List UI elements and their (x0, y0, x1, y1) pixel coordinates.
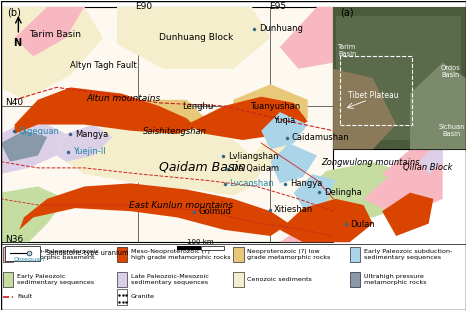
Text: (a): (a) (340, 7, 354, 17)
Text: Fault: Fault (17, 295, 32, 299)
Text: N36: N36 (5, 235, 24, 244)
Bar (5, 246, 40, 261)
Text: Granite: Granite (131, 295, 155, 299)
Text: Hangya: Hangya (290, 179, 322, 188)
Text: Tibet Plateau: Tibet Plateau (347, 91, 398, 100)
Text: Da Qaidam: Da Qaidam (232, 164, 279, 173)
Polygon shape (233, 84, 308, 131)
Text: Dunhuang: Dunhuang (259, 24, 303, 33)
Polygon shape (364, 165, 443, 217)
Text: E90: E90 (136, 2, 153, 12)
Bar (0, 244, 466, 310)
Bar (3, 247, 13, 262)
Polygon shape (15, 7, 84, 56)
Text: Qigequan: Qigequan (14, 257, 45, 262)
Text: Altyn Tagh Fault: Altyn Tagh Fault (71, 61, 137, 70)
Bar (340, 56, 412, 124)
Text: Zongwulong mountains: Zongwulong mountains (321, 158, 419, 167)
Bar (117, 289, 127, 305)
Polygon shape (294, 174, 336, 208)
Bar (233, 247, 244, 262)
Text: Tarim
Basin: Tarim Basin (338, 44, 356, 57)
Polygon shape (0, 187, 66, 242)
Polygon shape (117, 7, 271, 69)
Text: Dunhuang Block: Dunhuang Block (159, 33, 233, 42)
Text: Sandstone-type uranium: Sandstone-type uranium (46, 250, 129, 256)
Bar (177, 246, 201, 250)
Text: Neoproterozoic (?) low
grade metamorphic rocks: Neoproterozoic (?) low grade metamorphic… (247, 249, 330, 260)
Polygon shape (0, 131, 47, 162)
Text: 100 km: 100 km (187, 239, 214, 245)
Bar (117, 247, 127, 262)
Text: Mangya: Mangya (75, 130, 109, 139)
Polygon shape (333, 69, 396, 149)
Polygon shape (56, 124, 112, 162)
Text: Dulan: Dulan (350, 220, 375, 229)
Bar (333, 7, 466, 149)
Polygon shape (333, 112, 443, 140)
Text: Xitieshan: Xitieshan (274, 205, 313, 214)
Polygon shape (280, 211, 364, 242)
Text: (b): (b) (7, 7, 21, 17)
Polygon shape (66, 118, 261, 196)
Text: Yuqia: Yuqia (273, 116, 295, 125)
Text: N40: N40 (5, 98, 24, 107)
Polygon shape (382, 193, 433, 236)
Text: Saishitengshan: Saishitengshan (143, 127, 207, 136)
Text: Lvcaoshan: Lvcaoshan (229, 179, 274, 188)
Polygon shape (0, 7, 103, 100)
Polygon shape (419, 137, 443, 174)
Bar (233, 272, 244, 287)
Text: Tarim Basin: Tarim Basin (28, 30, 81, 39)
Polygon shape (410, 63, 466, 149)
Polygon shape (280, 199, 373, 242)
Text: Ultrahigh pressure
metamorphic rocks: Ultrahigh pressure metamorphic rocks (364, 274, 426, 285)
Polygon shape (15, 87, 196, 134)
Text: E95: E95 (270, 2, 287, 12)
Bar (117, 272, 127, 287)
Text: N: N (13, 38, 21, 48)
Text: Lvliangshan: Lvliangshan (228, 152, 278, 160)
Text: Cenozoic sediments: Cenozoic sediments (247, 277, 312, 282)
Polygon shape (103, 100, 205, 124)
Text: Altun mountains: Altun mountains (87, 94, 161, 103)
Polygon shape (280, 7, 333, 69)
Polygon shape (0, 124, 66, 174)
Text: Caidamushan: Caidamushan (292, 133, 349, 142)
Text: Meso-Neoproterozoic (?)
high grade metamorphic rocks: Meso-Neoproterozoic (?) high grade metam… (131, 249, 230, 260)
Text: Qaidam Basin: Qaidam Basin (159, 161, 246, 174)
Polygon shape (303, 162, 419, 217)
Text: Yuejin-II: Yuejin-II (73, 147, 106, 156)
Text: Qilian Block: Qilian Block (403, 163, 453, 172)
Bar (3, 272, 13, 287)
Polygon shape (19, 183, 289, 236)
Bar (0, 7, 333, 242)
Bar (350, 272, 360, 287)
Text: Ordos
Basin: Ordos Basin (441, 65, 461, 78)
Polygon shape (382, 140, 443, 193)
Text: Lenghu: Lenghu (182, 102, 213, 111)
Text: Early Paleozoic
sedimentary sequences: Early Paleozoic sedimentary sequences (17, 274, 94, 285)
Text: Tuanyushan: Tuanyushan (250, 102, 300, 111)
Polygon shape (271, 143, 317, 183)
Polygon shape (336, 16, 461, 140)
Text: Late Paleozoic-Mesozoic
sedimentary sequences: Late Paleozoic-Mesozoic sedimentary sequ… (131, 274, 209, 285)
Polygon shape (187, 97, 308, 140)
Text: Golmud: Golmud (199, 207, 231, 216)
Text: Delingha: Delingha (324, 188, 362, 197)
Polygon shape (252, 137, 289, 171)
Polygon shape (333, 7, 466, 149)
Bar (201, 246, 224, 250)
Text: Qigequan: Qigequan (18, 127, 59, 136)
Polygon shape (261, 112, 308, 149)
Text: East Kunlun mountains: East Kunlun mountains (128, 201, 233, 210)
Text: Early Paleozoic subduction-
sedimentary sequences: Early Paleozoic subduction- sedimentary … (364, 249, 452, 260)
Text: Sichuan
Basin: Sichuan Basin (439, 124, 465, 137)
Bar (350, 247, 360, 262)
Text: Archean-Paleoproterozoic
metamorphic basement: Archean-Paleoproterozoic metamorphic bas… (17, 249, 100, 260)
